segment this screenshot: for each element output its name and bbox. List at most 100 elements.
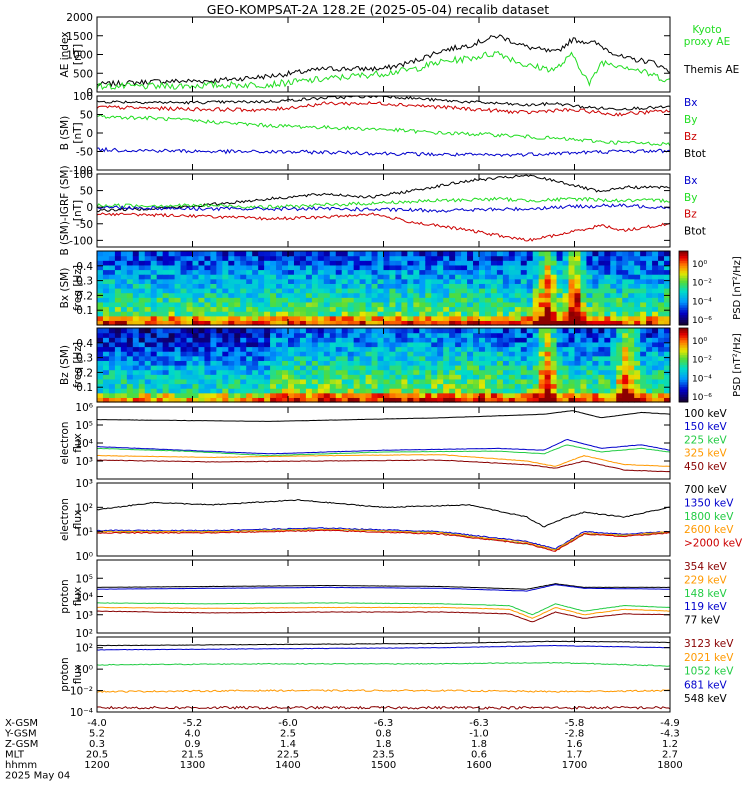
psd-cell [413,274,420,280]
psd-cell [168,374,176,380]
psd-cell [479,315,486,321]
psd-cell [365,374,373,380]
psd-cell [586,297,594,303]
psd-cell [490,383,498,389]
psd-cell [395,355,403,361]
colorbar-step [679,377,688,381]
psd-cell [634,278,641,284]
psd-cell [347,274,355,280]
psd-cell [180,269,188,275]
psd-cell [383,369,391,375]
psd-cell [347,328,355,334]
psd-cell [240,365,247,371]
psd-cell [550,360,558,366]
psd-cell [550,378,558,385]
psd-cell [431,378,438,385]
psd-cell [282,378,289,385]
psd-cell [634,269,641,275]
psd-cell [479,264,486,271]
psd-cell [371,292,379,298]
psd-cell [484,378,492,385]
psd-cell [467,365,474,371]
psd-cell [228,388,235,394]
psd-cell [508,383,516,389]
psd-cell [138,255,146,261]
psd-cell [174,332,182,338]
psd-cell [222,311,229,317]
psd-cell [508,297,516,303]
psd-cell [299,388,307,394]
psd-cell [276,283,283,289]
psd-cell [97,255,104,261]
psd-cell [204,274,212,280]
psd-cell [544,264,552,271]
psd-cell [425,369,432,375]
series-line-p_flux1-0 [97,583,671,590]
psd-cell [317,269,325,275]
psd-cell [658,278,665,284]
psd-cell [514,320,522,326]
psd-cell [329,328,337,334]
psd-cell [467,383,474,389]
psd-cell [353,332,361,338]
psd-cell [246,388,253,394]
psd-cell [538,278,546,284]
yticks-bx_spec: 0.10.20.30.4 [76,261,670,317]
psd-cell [574,315,582,321]
psd-cell [431,341,438,348]
psd-cell [610,346,617,352]
psd-cell [622,297,629,303]
psd-cell [634,297,641,303]
psd-cell [174,292,182,298]
psd-cell [508,306,516,312]
psd-cell [377,306,385,312]
psd-cell [532,297,540,303]
psd-cell [240,311,247,317]
psd-cell [479,388,486,394]
psd-cell [628,378,635,385]
psd-cell [126,369,134,375]
psd-cell [174,278,182,284]
psd-cell [138,365,146,371]
psd-cell [204,264,212,271]
psd-cell [664,301,671,308]
psd-cell [359,278,367,284]
psd-cell [198,283,206,289]
psd-cell [532,306,540,312]
psd-cell [186,365,194,371]
psd-cell [311,306,319,312]
psd-cell [383,346,391,352]
psd-cell [496,306,504,312]
psd-cell [556,283,564,289]
psd-cell [138,337,146,343]
psd-cell [222,369,229,375]
psd-cell [210,251,217,257]
psd-cell [508,346,516,352]
psd-cell [186,264,194,271]
psd-cell [562,328,570,334]
psd-cell [502,301,510,308]
psd-cell [102,260,110,266]
psd-cell [198,251,206,257]
psd-cell [132,397,140,403]
psd-cell [455,292,462,298]
psd-cell [108,288,116,294]
psd-cell [556,397,564,403]
psd-cell [562,255,570,261]
psd-cell [282,283,289,289]
psd-cell [568,397,576,403]
colorbar-tick: 10⁻² [692,279,712,289]
psd-cell [341,383,349,389]
psd-cell [484,365,492,371]
ephemeris-value: -4.3 [660,729,680,740]
psd-cell [586,383,594,389]
psd-cell [246,288,253,294]
psd-cell [371,383,379,389]
psd-cell [258,388,265,394]
psd-cell [353,301,361,308]
psd-cell [496,397,504,403]
psd-cell [192,255,200,261]
psd-cell [120,369,128,375]
psd-cell [664,283,671,289]
